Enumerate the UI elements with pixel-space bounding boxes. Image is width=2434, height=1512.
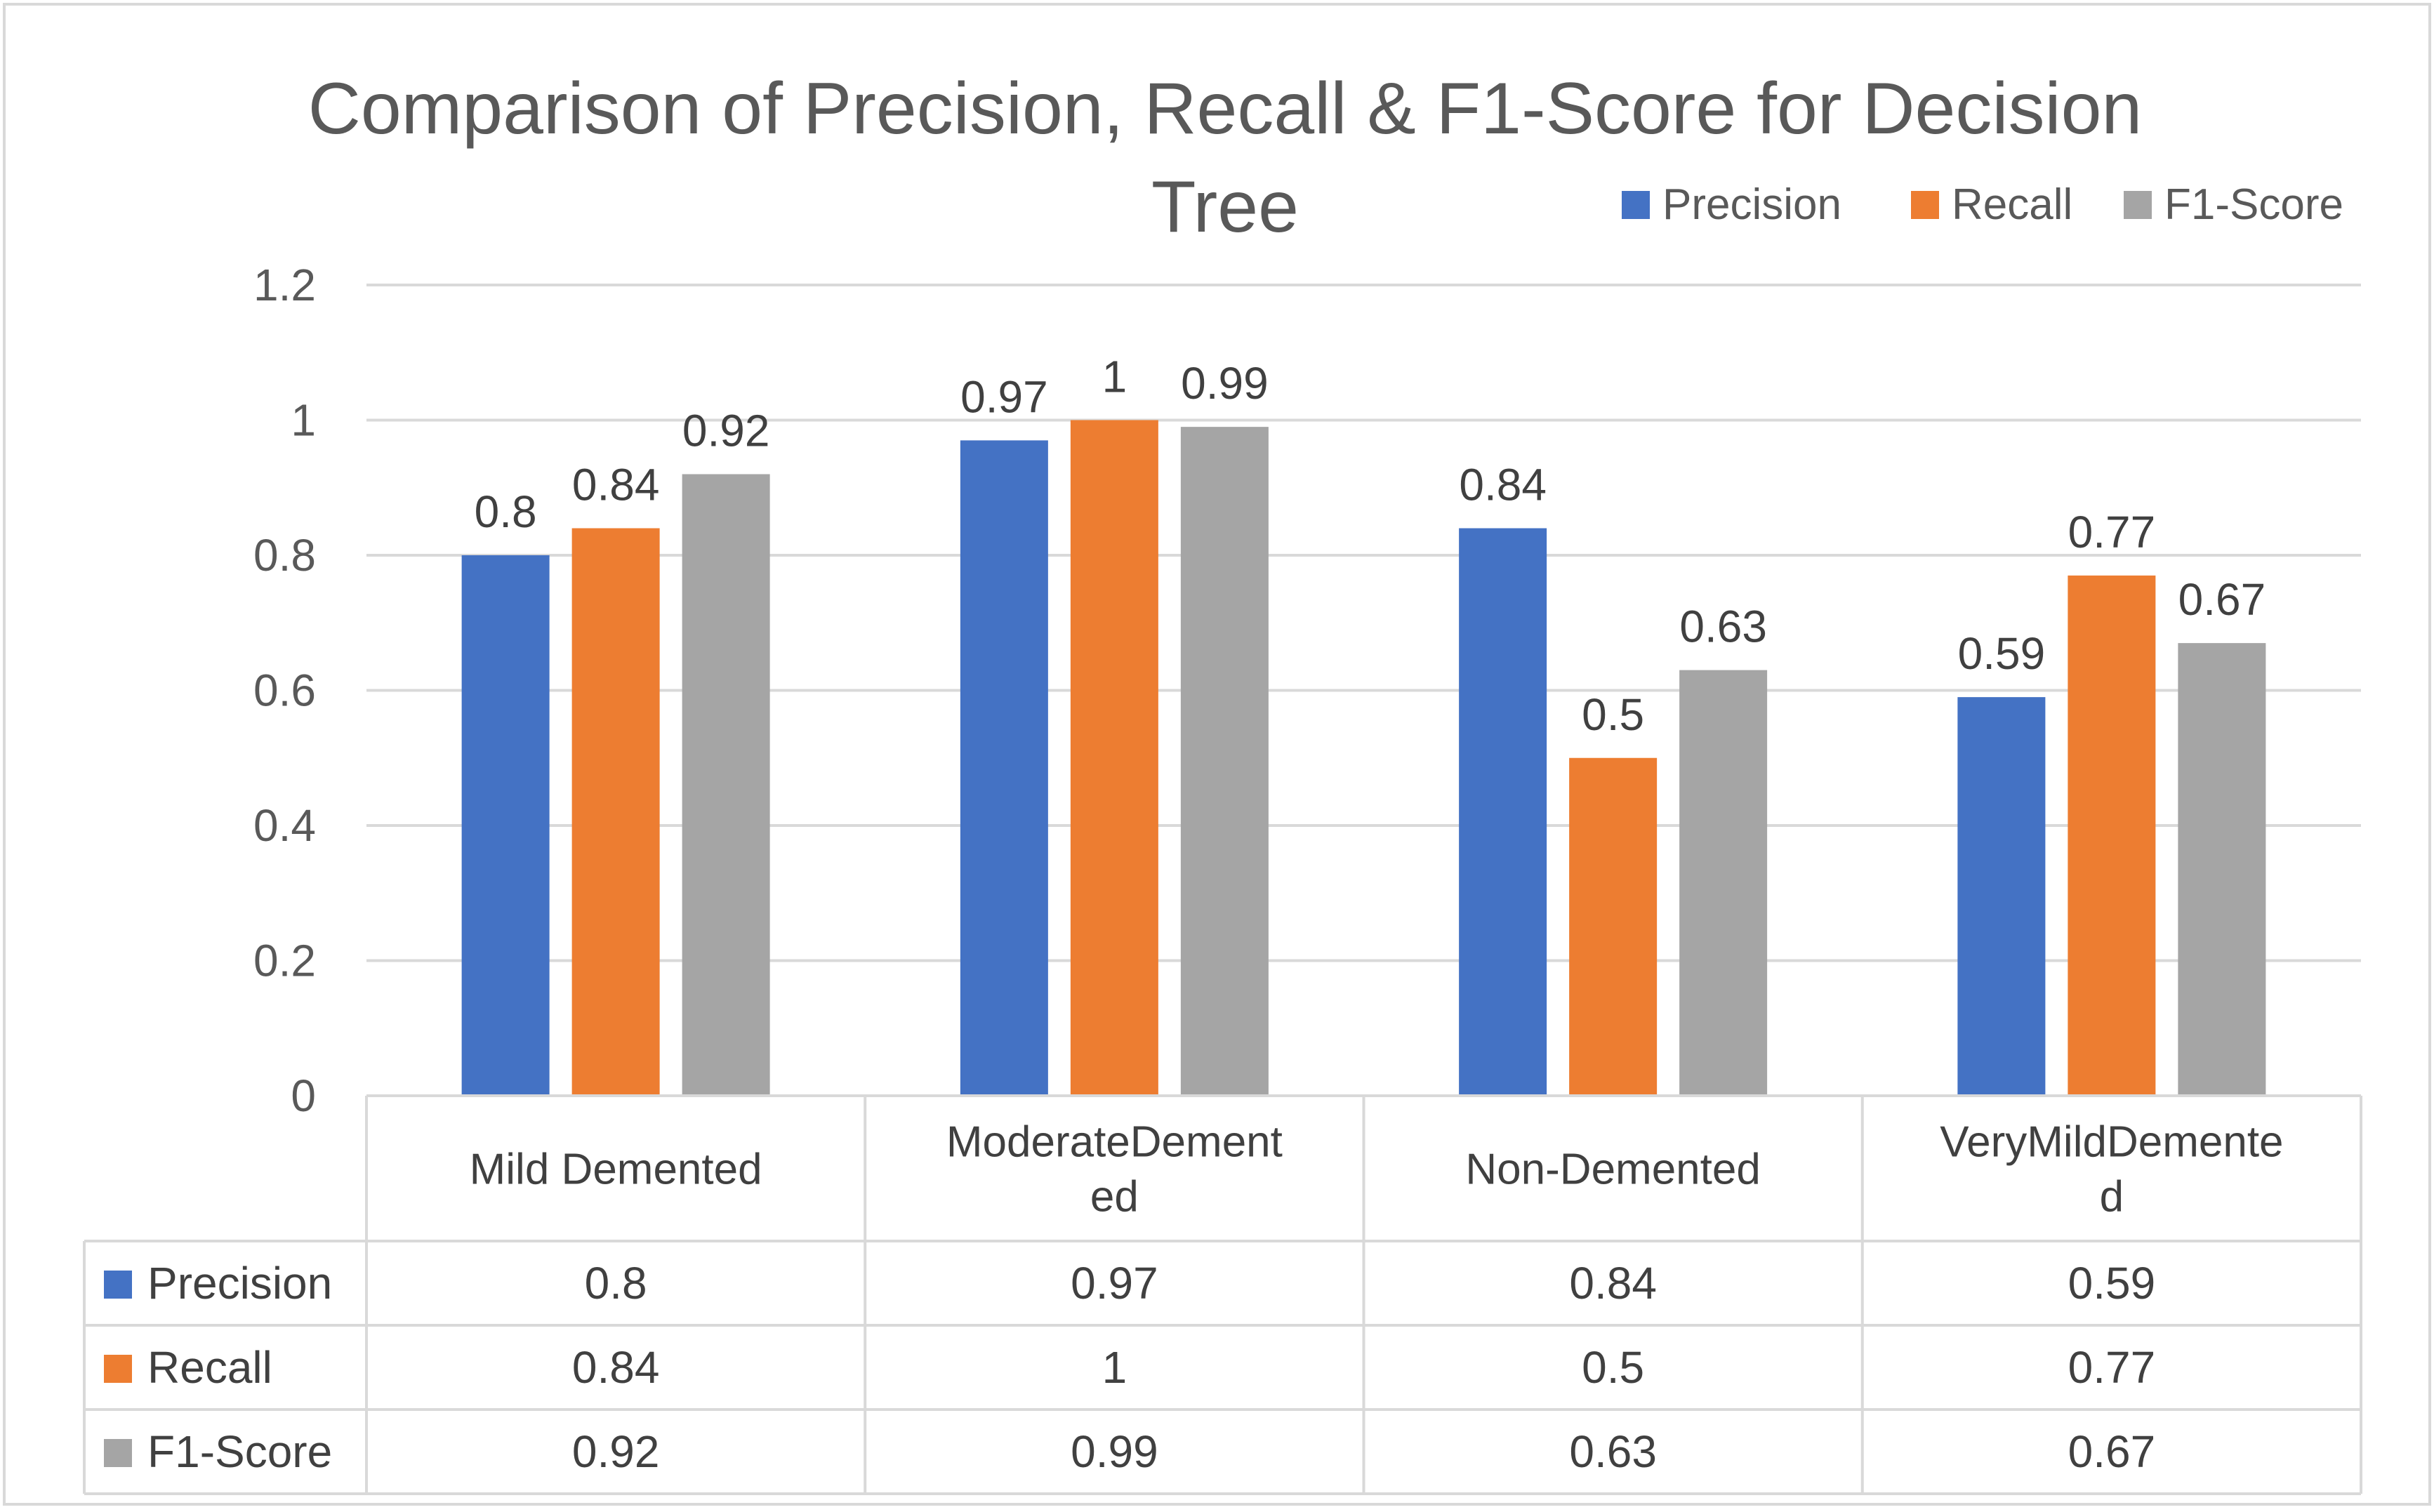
table-cell: 0.99 <box>1071 1426 1158 1477</box>
data-label: 0.67 <box>2178 574 2266 625</box>
legend-key <box>1911 191 1939 219</box>
bar-recall-2 <box>1070 420 1158 1096</box>
table-cell: 0.5 <box>1582 1342 1644 1393</box>
data-label: 0.8 <box>475 486 537 537</box>
bar-precision-1 <box>461 555 550 1096</box>
y-tick-label: 0.2 <box>253 936 316 986</box>
y-tick-label: 0.4 <box>253 800 316 851</box>
bars <box>461 420 2266 1096</box>
bar-precision-3 <box>1459 528 1547 1096</box>
table-row-label: Recall <box>147 1342 272 1393</box>
bar-f1-score-3 <box>1679 670 1768 1096</box>
data-label: 1 <box>1102 352 1127 402</box>
y-tick-label: 0.6 <box>253 665 316 716</box>
legend-label: F1-Score <box>2164 180 2343 229</box>
table-cell: 1 <box>1102 1342 1127 1393</box>
bar-precision-4 <box>1957 697 2046 1096</box>
legend-key <box>2124 191 2152 219</box>
legend-label: Recall <box>1952 180 2072 229</box>
data-labels: 0.8 0.84 0.92 0.97 1 0.99 0.84 0.5 0.63 0.59 0.77 0… <box>475 352 2266 740</box>
bar-f1-score-1 <box>682 474 770 1096</box>
table-cell: 0.59 <box>2068 1258 2156 1308</box>
category-label: ModerateDement <box>946 1118 1283 1167</box>
category-label: Non-Demented <box>1465 1146 1760 1194</box>
bar-recall-3 <box>1569 757 1658 1096</box>
table-cell: 0.92 <box>572 1426 660 1477</box>
bar-precision-2 <box>960 440 1048 1096</box>
data-label: 0.84 <box>572 460 660 510</box>
table-legend-key <box>104 1271 132 1299</box>
legend-key <box>1622 191 1650 219</box>
table-cell: 0.84 <box>1569 1258 1657 1308</box>
data-label: 0.92 <box>682 406 770 456</box>
category-label: d <box>2100 1173 2124 1221</box>
table-cell: 0.84 <box>572 1342 660 1393</box>
bar-recall-1 <box>571 528 660 1096</box>
data-label: 0.59 <box>1958 628 2046 679</box>
bar-f1-score-4 <box>2178 643 2266 1096</box>
data-table: Mild Demented ModerateDement ed Non-Demente… <box>83 1094 2362 1495</box>
data-label: 0.84 <box>1459 460 1547 510</box>
table-legend-key <box>104 1355 132 1383</box>
legend: Precision Recall F1-Score <box>1622 180 2343 229</box>
data-label: 0.77 <box>2068 507 2156 557</box>
table-legend-key <box>104 1439 132 1467</box>
table-cell: 0.8 <box>585 1258 647 1308</box>
table-row-label: Precision <box>147 1258 332 1308</box>
table-row-label: F1-Score <box>147 1426 332 1477</box>
chart-title-line-1: Comparison of Precision, Recall & F1-Sco… <box>308 68 2143 150</box>
data-label: 0.99 <box>1181 358 1269 409</box>
data-label: 0.5 <box>1582 689 1644 740</box>
data-label: 0.97 <box>960 371 1048 422</box>
y-tick-label: 1.2 <box>253 260 316 310</box>
y-axis-ticks: 0 0.2 0.4 0.6 0.8 1 1.2 <box>253 260 316 1121</box>
y-tick-label: 1 <box>291 395 316 446</box>
data-label: 0.63 <box>1679 602 1767 652</box>
y-tick-label: 0.8 <box>253 530 316 581</box>
category-label: ed <box>1090 1173 1139 1221</box>
bar-recall-4 <box>2068 575 2156 1096</box>
table-cell: 0.63 <box>1569 1426 1657 1477</box>
table-cell: 0.67 <box>2068 1426 2156 1477</box>
chart-title-line-2: Tree <box>1151 166 1299 248</box>
y-tick-label: 0 <box>291 1070 316 1121</box>
bar-f1-score-2 <box>1180 427 1269 1096</box>
table-cell: 0.77 <box>2068 1342 2156 1393</box>
category-label: VeryMildDemente <box>1940 1118 2283 1167</box>
table-cell: 0.97 <box>1071 1258 1158 1308</box>
legend-label: Precision <box>1662 180 1841 229</box>
category-label: Mild Demented <box>470 1146 762 1194</box>
chart-title: Comparison of Precision, Recall & F1-Sco… <box>308 68 2143 248</box>
